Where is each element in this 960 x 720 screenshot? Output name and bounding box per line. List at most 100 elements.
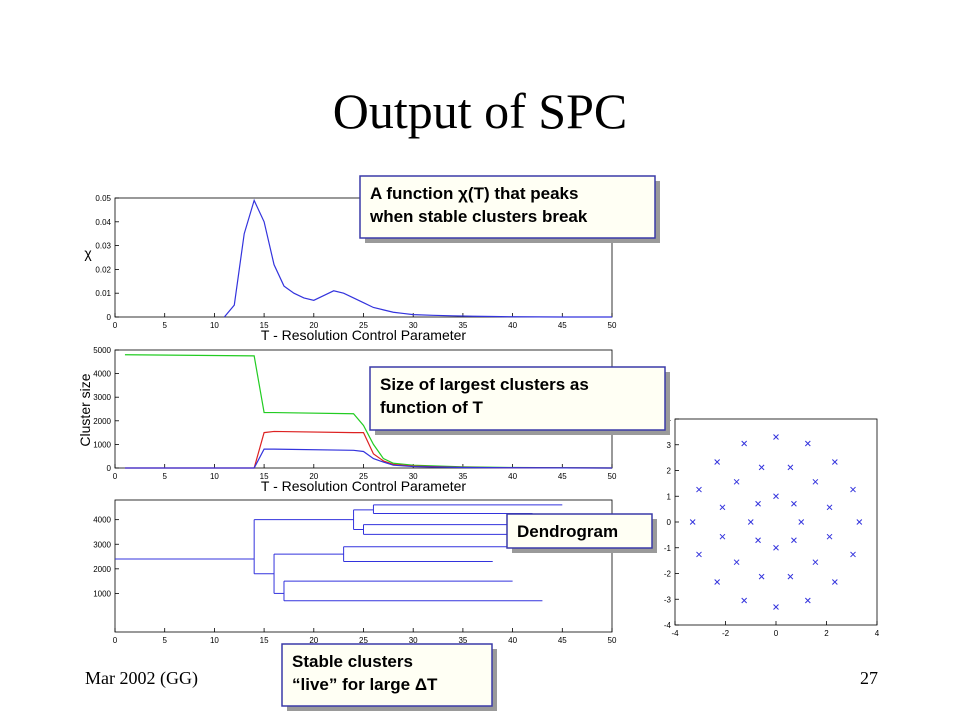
scatter-point — [850, 486, 856, 493]
x-tick-label: 15 — [260, 636, 269, 645]
callout-box — [369, 366, 666, 431]
page-number: 27 — [860, 668, 878, 688]
y-tick-label: 5000 — [93, 346, 111, 355]
y-tick-label: 3000 — [93, 393, 111, 402]
x-tick-label: 2 — [824, 629, 829, 638]
scatter-point — [733, 478, 740, 485]
callout-text: function of T — [380, 398, 484, 417]
y-tick-label: 1 — [667, 492, 672, 501]
scatter-point — [719, 533, 726, 540]
y-tick-label: -4 — [664, 621, 672, 630]
x-tick-label: 40 — [508, 321, 517, 330]
scatter-point — [812, 559, 819, 566]
y-tick-label: 0.03 — [95, 242, 111, 251]
x-tick-label: 5 — [162, 321, 167, 330]
scatter-point — [826, 504, 833, 511]
scatter-point — [755, 537, 761, 544]
y-tick-label: -1 — [664, 544, 672, 553]
scatter-point — [696, 486, 702, 493]
plot-frame — [674, 418, 878, 626]
scatter-point — [755, 500, 761, 507]
scatter-point — [741, 440, 748, 447]
x-tick-label: 15 — [260, 472, 269, 481]
scatter-point — [826, 533, 833, 540]
callout-text: “live” for large ΔT — [292, 675, 438, 694]
scatter-point — [798, 519, 805, 525]
y-tick-label: 0.02 — [95, 265, 111, 274]
x-tick-label: -2 — [722, 629, 730, 638]
x-tick-label: 20 — [309, 321, 318, 330]
x-tick-label: 45 — [558, 636, 567, 645]
scatter-point — [787, 464, 794, 471]
scatter-point — [787, 573, 794, 580]
callout-box — [359, 175, 656, 239]
scatter-point — [791, 537, 797, 544]
x-axis-label: T - Resolution Control Parameter — [261, 478, 466, 494]
x-tick-label: 40 — [508, 636, 517, 645]
y-tick-label: 3 — [667, 441, 672, 450]
x-tick-label: 25 — [359, 636, 368, 645]
scatter-point — [850, 551, 856, 558]
y-tick-label: 4000 — [93, 370, 111, 379]
footer: Mar 2002 (GG) — [85, 668, 198, 689]
y-tick-label: 0.05 — [95, 194, 111, 203]
scatter-point — [831, 579, 838, 585]
scatter-point — [831, 459, 838, 465]
scatter-point — [741, 597, 748, 604]
scatter-point — [773, 544, 779, 551]
x-tick-label: 45 — [558, 321, 567, 330]
x-tick-label: 0 — [113, 636, 118, 645]
y-tick-label: 0 — [667, 518, 672, 527]
y-tick-label: -2 — [664, 570, 672, 579]
y-tick-label: 1000 — [93, 589, 111, 598]
scatter-point — [689, 519, 696, 525]
y-tick-label: 0.04 — [95, 218, 111, 227]
callout-box — [281, 643, 493, 707]
scatter-point — [714, 579, 721, 585]
y-tick-label: 3000 — [93, 540, 111, 549]
y-axis-label: Cluster size — [77, 373, 93, 446]
scatter-point — [856, 519, 863, 525]
scatter-point — [758, 573, 765, 580]
y-tick-label: 0.01 — [95, 289, 111, 298]
x-tick-label: -4 — [671, 629, 679, 638]
x-tick-label: 4 — [875, 629, 880, 638]
y-tick-label: 2000 — [93, 417, 111, 426]
x-tick-label: 40 — [508, 472, 517, 481]
y-tick-label: 0 — [107, 313, 112, 322]
scatter-point — [804, 597, 811, 604]
scatter-point — [696, 551, 702, 558]
x-tick-label: 30 — [409, 321, 418, 330]
callout-text: Dendrogram — [517, 522, 618, 541]
x-tick-label: 30 — [409, 472, 418, 481]
y-tick-label: 0 — [107, 464, 112, 473]
scatter-point — [804, 440, 811, 447]
x-tick-label: 25 — [359, 321, 368, 330]
scatter-point — [714, 459, 721, 465]
line-series — [223, 198, 612, 318]
y-axis-label: χ — [84, 245, 92, 261]
x-tick-label: 45 — [558, 472, 567, 481]
x-tick-label: 50 — [608, 636, 617, 645]
callout-text: Size of largest clusters as — [380, 375, 589, 394]
scatter-point — [773, 493, 779, 500]
scatter-point — [791, 500, 797, 507]
callout-box — [506, 513, 653, 549]
y-tick-label: 1000 — [93, 440, 111, 449]
scatter-point — [719, 504, 726, 511]
x-axis-label: T - Resolution Control Parameter — [261, 327, 466, 343]
scatter-point — [733, 559, 740, 566]
y-tick-label: 4000 — [93, 516, 111, 525]
x-tick-label: 35 — [458, 321, 467, 330]
x-tick-label: 0 — [113, 472, 118, 481]
scatter-point — [773, 434, 779, 440]
line-series — [124, 448, 613, 469]
y-tick-label: 2000 — [93, 565, 111, 574]
y-tick-label: -3 — [664, 595, 672, 604]
x-tick-label: 50 — [608, 321, 617, 330]
scatter-point — [812, 478, 819, 485]
callout-text: when stable clusters break — [369, 207, 588, 226]
x-tick-label: 10 — [210, 472, 219, 481]
scatter-point — [773, 604, 779, 610]
